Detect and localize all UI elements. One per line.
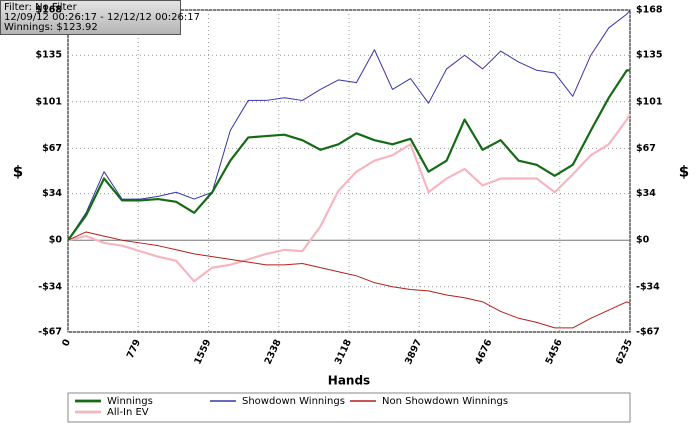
x-tick-label: 1559: [192, 338, 213, 367]
series-line: [67, 69, 631, 241]
x-tick-label: 2338: [263, 337, 284, 366]
y-tick-label: -$67: [38, 327, 62, 338]
y-tick-label: $168: [36, 5, 63, 16]
y2-tick-label: $0: [636, 235, 650, 246]
y-tick-label: -$34: [38, 281, 62, 292]
info-line: Filter: No Filter: [4, 2, 78, 13]
info-line: 12/09/12 00:26:17 - 12/12/12 00:26:17: [4, 12, 200, 23]
y-tick-label: $135: [36, 50, 62, 61]
x-tick-label: 3897: [403, 338, 424, 367]
x-tick-label: 779: [125, 338, 143, 361]
y-axis-label: $: [13, 163, 23, 181]
y-tick-label: $101: [36, 96, 62, 107]
y2-tick-label: $67: [636, 143, 656, 154]
legend: [67, 392, 631, 423]
x-tick-label: 0: [60, 337, 73, 348]
legend-label: Non Showdown Winnings: [382, 396, 508, 407]
y2-tick-label: -$34: [636, 281, 660, 292]
y2-tick-label: -$67: [636, 327, 660, 338]
y-tick-label: $67: [42, 143, 62, 154]
y-tick-label: $34: [42, 188, 62, 199]
y2-axis-label: $: [679, 163, 689, 181]
legend-label: Showdown Winnings: [242, 396, 345, 407]
x-tick-label: 5456: [544, 337, 565, 366]
info-box: [0, 0, 181, 35]
x-tick-label: 6235: [614, 338, 635, 367]
info-line: Winnings: $123.92: [4, 22, 98, 33]
legend-label: All-In EV: [107, 407, 149, 418]
x-tick-label: 3118: [333, 337, 354, 366]
legend-label: Winnings: [107, 396, 153, 407]
y2-tick-label: $34: [636, 188, 656, 199]
x-tick-label: 4676: [473, 337, 494, 366]
y-tick-label: $0: [49, 235, 63, 246]
y2-tick-label: $101: [636, 96, 662, 107]
series-line: [67, 9, 631, 241]
y2-tick-label: $135: [636, 50, 662, 61]
series-line: [67, 113, 631, 283]
x-axis-label: Hands: [328, 374, 370, 388]
y2-tick-label: $168: [636, 5, 663, 16]
series-line: [67, 231, 631, 329]
